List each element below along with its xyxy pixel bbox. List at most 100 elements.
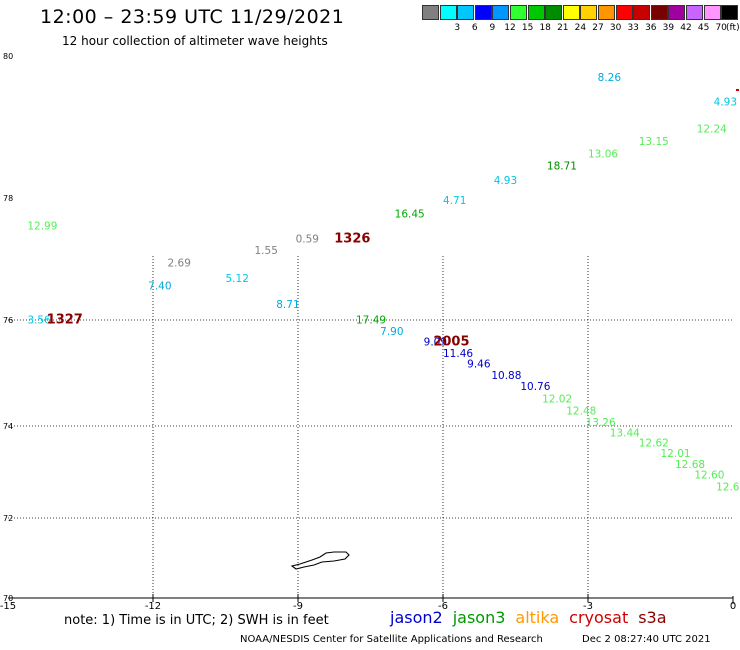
wave-height-value: 9.09 [424, 336, 447, 348]
color-scale-label: 15 [521, 23, 534, 33]
color-scale-swatch [668, 5, 686, 20]
wave-height-value: 4.71 [443, 195, 466, 207]
wave-height-value: 11.46 [443, 348, 473, 360]
latitude-label: 70 [3, 594, 13, 603]
color-scale-label: 24 [574, 23, 587, 33]
wave-height-value: 12.60 [694, 469, 724, 481]
wave-height-value: 13.06 [588, 149, 618, 161]
map-title: 12:00 – 23:59 UTC 11/29/2021 [40, 6, 345, 28]
color-scale-swatch [580, 5, 598, 20]
legend-satellite-s3a: s3a [638, 608, 667, 627]
wave-height-value: 18.71 [547, 161, 577, 173]
longitude-label: -3 [583, 601, 593, 612]
wave-height-value: 5.12 [226, 273, 249, 285]
color-scale-label: 12 [504, 23, 516, 33]
color-scale-label: 39 [662, 23, 675, 33]
track-end-marker [736, 89, 739, 91]
color-scale-label: 45 [697, 23, 710, 33]
wave-height-value: 3.56 [27, 315, 51, 327]
color-scale-label: 18 [539, 23, 551, 33]
color-scale-swatch [474, 5, 492, 20]
color-scale-swatch [457, 5, 475, 20]
color-scale-label: 21 [557, 23, 569, 33]
latitude-label: 78 [3, 194, 13, 203]
map-grid [8, 256, 733, 598]
legend-satellite-jason3: jason3 [452, 608, 506, 627]
longitude-label: -6 [438, 601, 448, 612]
wave-height-value: 12.68 [716, 481, 740, 493]
wave-height-value: 4.93 [714, 97, 737, 109]
latitude-label: 76 [3, 316, 13, 325]
wave-height-value: 8.71 [276, 299, 299, 311]
longitude-label: -12 [145, 601, 161, 612]
wave-height-value: 13.26 [586, 417, 616, 429]
color-scale-swatch [721, 5, 739, 20]
wave-height-value: 7.90 [380, 326, 403, 338]
wave-height-value: 12.48 [566, 405, 596, 417]
wave-height-value: 0.59 [296, 234, 319, 246]
pass-cycle-label: 2005 [433, 334, 469, 349]
wave-height-value: 16.45 [395, 209, 425, 221]
color-scale-swatch [633, 5, 651, 20]
wave-height-value: 2.69 [168, 257, 191, 269]
color-scale-swatch [439, 5, 457, 20]
color-scale-label: 30 [609, 23, 622, 33]
pass-cycle-labels: 1326 1327 2005 [47, 232, 470, 350]
wave-height-value: 17.49 [356, 315, 386, 327]
satellite-legend: jason2 jason3 altika cryosat s3a [390, 608, 677, 627]
pass-cycle-label: 1326 [334, 232, 370, 247]
color-scale-label: 42 [680, 23, 692, 33]
color-scale-swatch [510, 5, 527, 20]
color-scale-label: 6 [471, 23, 478, 33]
wave-height-value: 12.02 [542, 394, 572, 406]
wave-height-value: 7.40 [148, 281, 171, 293]
legend-satellite-altika: altika [515, 608, 560, 627]
color-scale-unit: (ft) [726, 23, 740, 33]
color-scale-label: 3 [454, 23, 461, 33]
wave-height-value: 12.24 [697, 124, 727, 136]
longitude-label: 0 [730, 601, 736, 612]
wave-height-value: 12.68 [675, 459, 705, 471]
color-scale-swatch [703, 5, 721, 20]
footer-note: note: 1) Time is in UTC; 2) SWH is in fe… [64, 613, 329, 628]
wave-height-value: 9.46 [467, 359, 491, 371]
wave-height-value: 1.55 [255, 245, 278, 257]
jan-mayen-island-outline [290, 551, 350, 570]
color-scale-label: 9 [489, 23, 496, 33]
color-scale-swatch [615, 5, 633, 20]
wave-height-value: 12.62 [639, 438, 669, 450]
wave-height-observations: 8.26 4.93 12.24 13.15 13.06 18.71 4.93 4.71 16.4… [27, 72, 740, 494]
legend-satellite-jason2: jason2 [390, 608, 443, 627]
wave-height-value: 10.76 [520, 381, 550, 393]
latitude-label: 72 [3, 514, 13, 523]
color-scale-label: 70 [715, 23, 727, 33]
pass-cycle-label: 1327 [47, 313, 83, 328]
wave-height-value: 8.26 [598, 72, 622, 84]
wave-height-value: 10.88 [491, 370, 521, 382]
wave-height-value: 12.99 [27, 221, 57, 233]
legend-satellite-cryosat: cryosat [569, 608, 629, 627]
footer-credit: NOAA/NESDIS Center for Satellite Applica… [240, 634, 543, 645]
map-axes: 80 78 76 74 72 70-15 -12 -9 -6 -3 0 [0, 52, 736, 612]
color-scale-swatch [562, 5, 580, 20]
map-subtitle: 12 hour collection of altimeter wave hei… [62, 34, 328, 48]
wave-height-value: 4.93 [494, 175, 517, 187]
longitude-label: -9 [293, 601, 303, 612]
color-scale-label: 36 [645, 23, 657, 33]
color-scale-swatch [527, 5, 545, 20]
color-scale-swatch [422, 5, 439, 20]
color-scale-swatch [686, 5, 703, 20]
longitude-label: -15 [0, 601, 16, 612]
color-scale-label: 27 [592, 23, 604, 33]
color-scale-label: 33 [627, 23, 639, 33]
wave-height-value: 13.15 [639, 136, 669, 148]
footer-timestamp: Dec 2 08:27:40 UTC 2021 [582, 634, 711, 645]
wave-height-value: 12.01 [661, 448, 691, 460]
latitude-label: 74 [3, 422, 13, 431]
color-scale-swatch [650, 5, 668, 20]
color-scale-swatch [492, 5, 510, 20]
latitude-label: 80 [3, 52, 13, 61]
color-scale-swatch [545, 5, 563, 20]
wave-height-value: 13.44 [610, 428, 640, 440]
